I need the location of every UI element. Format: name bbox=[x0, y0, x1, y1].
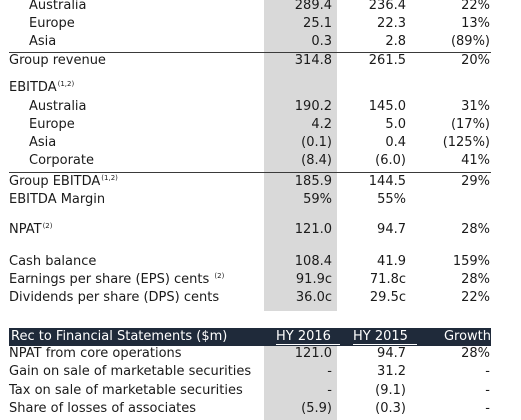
growth-value: (125%) bbox=[442, 135, 490, 150]
hy2015-value: 144.5 bbox=[368, 174, 406, 189]
row-label: Earnings per share (EPS) cents bbox=[9, 272, 210, 287]
header-underline bbox=[353, 344, 417, 345]
row-label-wrap: Earnings per share (EPS) cents (2) bbox=[9, 272, 224, 288]
row-label: Group revenue bbox=[9, 53, 106, 68]
row-label: Dividends per share (DPS) cents bbox=[9, 290, 220, 305]
footnote-ref: (2) bbox=[214, 272, 225, 280]
hy2016-highlight-top bbox=[264, 0, 337, 311]
hy2015-value: 94.7 bbox=[377, 222, 406, 237]
growth-value: 22% bbox=[461, 0, 490, 13]
row-label: Europe bbox=[29, 117, 75, 132]
growth-value: 28% bbox=[461, 222, 490, 237]
hy2015-value: 31.2 bbox=[377, 364, 406, 379]
rec-col-growth: Growth bbox=[443, 329, 491, 344]
hy2016-value: (5.9) bbox=[301, 401, 332, 416]
divider bbox=[9, 172, 491, 173]
row-label: EBITDA Margin bbox=[9, 192, 106, 207]
row-label-wrap: Group EBITDA(1,2) bbox=[9, 174, 118, 190]
hy2016-value: 59% bbox=[303, 192, 332, 207]
hy2016-value: 121.0 bbox=[294, 346, 332, 361]
hy2016-value: 25.1 bbox=[303, 16, 332, 31]
growth-value: - bbox=[485, 383, 490, 398]
hy2015-value: 22.3 bbox=[377, 16, 406, 31]
rec-title: Rec to Financial Statements ($m) bbox=[11, 329, 228, 344]
row-label-wrap: NPAT(2) bbox=[9, 222, 52, 238]
hy2016-value: 121.0 bbox=[294, 222, 332, 237]
hy2015-value: 71.8c bbox=[369, 272, 406, 287]
hy2015-value: 55% bbox=[377, 192, 406, 207]
hy2015-value: 5.0 bbox=[385, 117, 406, 132]
hy2016-value: 108.4 bbox=[294, 254, 332, 269]
hy2015-value: 236.4 bbox=[368, 0, 406, 13]
hy2016-value: 91.9c bbox=[295, 272, 332, 287]
row-label: Group EBITDA bbox=[9, 174, 101, 189]
growth-value: 29% bbox=[461, 174, 490, 189]
hy2016-value: - bbox=[327, 383, 332, 398]
rec-col-hy2016: HY 2016 bbox=[276, 329, 331, 344]
row-label: Cash balance bbox=[9, 254, 97, 269]
hy2015-value: 29.5c bbox=[369, 290, 406, 305]
row-label: Corporate bbox=[29, 153, 94, 168]
rec-col-hy2015: HY 2015 bbox=[353, 329, 408, 344]
hy2016-value: 190.2 bbox=[294, 99, 332, 114]
growth-value: - bbox=[485, 364, 490, 379]
hy2016-value: 4.2 bbox=[311, 117, 332, 132]
hy2015-value: 94.7 bbox=[377, 346, 406, 361]
growth-value: 20% bbox=[461, 53, 490, 68]
hy2016-highlight-bottom bbox=[264, 346, 337, 420]
growth-value: 159% bbox=[452, 254, 490, 269]
row-label: Australia bbox=[29, 0, 87, 13]
row-label: Australia bbox=[29, 99, 87, 114]
growth-value: - bbox=[485, 401, 490, 416]
row-label: Asia bbox=[29, 135, 57, 150]
hy2015-value: 0.4 bbox=[385, 135, 406, 150]
hy2015-value: 2.8 bbox=[385, 34, 406, 49]
hy2015-value: (0.3) bbox=[375, 401, 406, 416]
footnote-ref: (1,2) bbox=[57, 80, 75, 88]
growth-value: 22% bbox=[461, 290, 490, 305]
row-label: NPAT from core operations bbox=[9, 346, 182, 361]
hy2016-value: 185.9 bbox=[294, 174, 332, 189]
row-label: Gain on sale of marketable securities bbox=[9, 364, 252, 379]
divider bbox=[9, 52, 491, 53]
hy2016-value: 0.3 bbox=[311, 34, 332, 49]
hy2016-value: 36.0c bbox=[295, 290, 332, 305]
growth-value: 28% bbox=[461, 346, 490, 361]
hy2016-value: 314.8 bbox=[294, 53, 332, 68]
row-label: Share of losses of associates bbox=[9, 401, 197, 416]
row-label: Tax on sale of marketable securities bbox=[9, 383, 243, 398]
growth-value: 13% bbox=[461, 16, 490, 31]
growth-value: (17%) bbox=[450, 117, 490, 132]
row-label: Asia bbox=[29, 34, 57, 49]
growth-value: (89%) bbox=[450, 34, 490, 49]
footnote-ref: (1,2) bbox=[101, 174, 118, 182]
growth-value: 31% bbox=[461, 99, 490, 114]
hy2015-value: (9.1) bbox=[375, 383, 406, 398]
rec-header-bar: Rec to Financial Statements ($m) HY 2016… bbox=[9, 328, 491, 346]
hy2016-value: (0.1) bbox=[301, 135, 332, 150]
hy2015-value: 261.5 bbox=[368, 53, 406, 68]
hy2015-value: 145.0 bbox=[368, 99, 406, 114]
hy2016-value: (8.4) bbox=[301, 153, 332, 168]
header-underline bbox=[276, 344, 340, 345]
hy2016-value: - bbox=[327, 364, 332, 379]
footnote-ref: (2) bbox=[42, 222, 53, 230]
row-label: Europe bbox=[29, 16, 75, 31]
growth-value: 28% bbox=[461, 272, 490, 287]
hy2016-value: 289.4 bbox=[294, 0, 332, 13]
section-heading: EBITDA(1,2) bbox=[9, 80, 74, 96]
row-label: NPAT bbox=[9, 222, 42, 237]
growth-value: 41% bbox=[461, 153, 490, 168]
row-label: EBITDA bbox=[9, 80, 57, 95]
hy2015-value: 41.9 bbox=[377, 254, 406, 269]
hy2015-value: (6.0) bbox=[375, 153, 406, 168]
